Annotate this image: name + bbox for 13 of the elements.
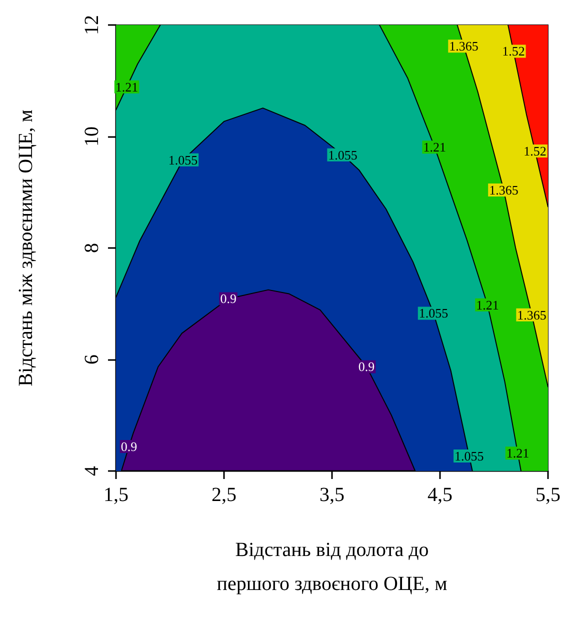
x-tick-label: 4,5 [428, 484, 452, 506]
x-tick-label: 2,5 [212, 484, 236, 506]
y-axis-title: Відстань між здвоєними ОЦЕ, м [15, 109, 37, 386]
x-tick-label: 5,5 [536, 484, 560, 506]
y-tick-label: 6 [81, 354, 103, 364]
x-tick-label: 1,5 [104, 484, 128, 506]
x-tick-label: 3,5 [320, 484, 344, 506]
x-axis-title: Відстань від долота до першого здвоєного ОЦЕ, м [216, 539, 448, 595]
y-tick-label: 8 [81, 243, 103, 253]
text: 0.9 [220, 291, 236, 306]
y-tick-label: 12 [81, 15, 103, 35]
y-tick-label: 10 [81, 126, 103, 146]
y-tick-label: 4 [81, 466, 103, 476]
